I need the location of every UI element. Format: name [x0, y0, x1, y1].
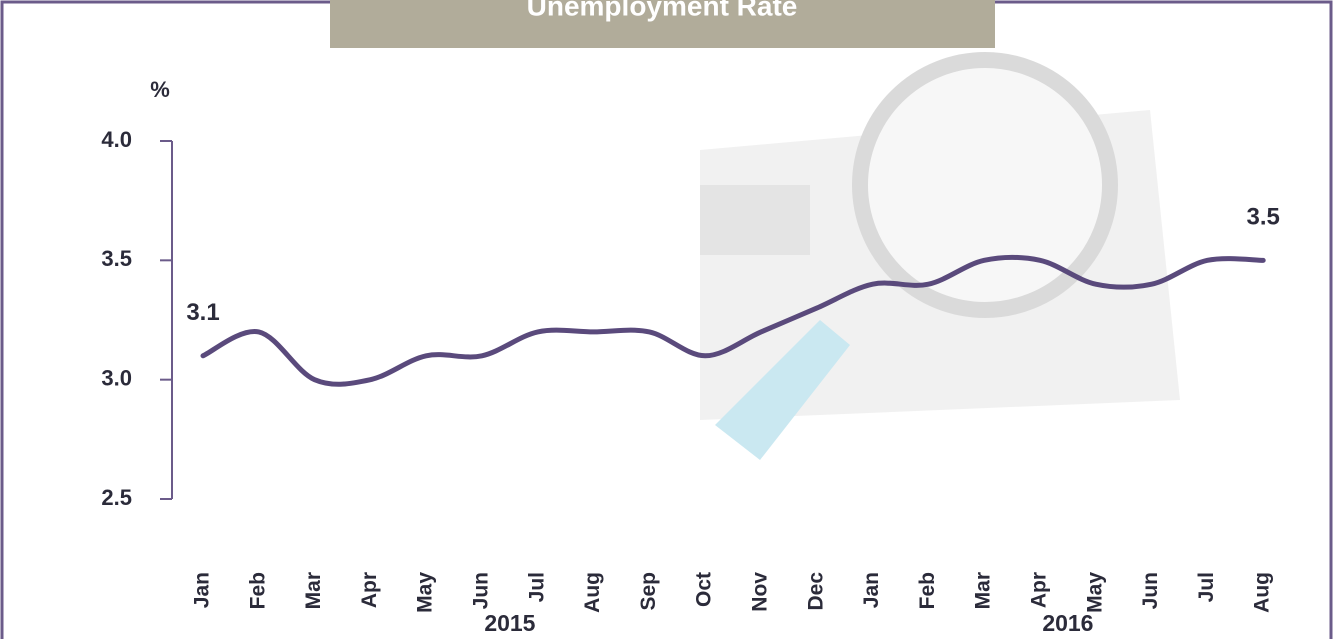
x-tick-label: Nov	[749, 572, 772, 612]
x-group-label: 2015	[484, 610, 535, 636]
x-group-label: 2016	[1042, 610, 1093, 636]
x-tick-label: Jul	[525, 572, 548, 602]
x-tick-label: Mar	[302, 572, 325, 609]
y-tick-label: 3.5	[101, 246, 132, 271]
x-tick-label: Sep	[637, 572, 660, 611]
x-tick-label: Apr	[358, 572, 381, 608]
x-tick-label: Feb	[246, 572, 269, 609]
y-axis-label: %	[150, 77, 170, 102]
x-tick-label: Aug	[1251, 572, 1274, 613]
data-label: 3.5	[1247, 204, 1280, 231]
chart: Unemployment Rate % 2.5 3.0 3.5 4.0 Jan Feb Ma…	[0, 0, 1333, 639]
x-tick-label: Oct	[693, 572, 716, 607]
background-illustration	[700, 60, 1180, 460]
x-tick-label: Feb	[916, 572, 939, 609]
x-tick-label: May	[414, 572, 437, 613]
x-tick-label: Aug	[581, 572, 604, 613]
x-tick-label: Jun	[1139, 572, 1162, 609]
x-tick-label: May	[1083, 572, 1106, 613]
x-tick-label: Apr	[1028, 572, 1051, 608]
x-tick-label: Mar	[972, 572, 995, 609]
x-tick-label: Dec	[804, 572, 827, 611]
x-tick-label: Jul	[1195, 572, 1218, 602]
y-tick-label: 4.0	[101, 127, 132, 152]
chart-title: Unemployment Rate	[527, 0, 798, 21]
x-tick-label: Jun	[470, 572, 493, 609]
page: Unemployment Rate % 2.5 3.0 3.5 4.0 Jan Feb Ma…	[0, 0, 1333, 639]
y-tick-label: 3.0	[101, 365, 132, 390]
y-tick-label: 2.5	[101, 485, 132, 510]
x-tick-label: Jan	[191, 572, 214, 608]
data-label: 3.1	[186, 299, 219, 326]
x-tick-label: Jan	[860, 572, 883, 608]
